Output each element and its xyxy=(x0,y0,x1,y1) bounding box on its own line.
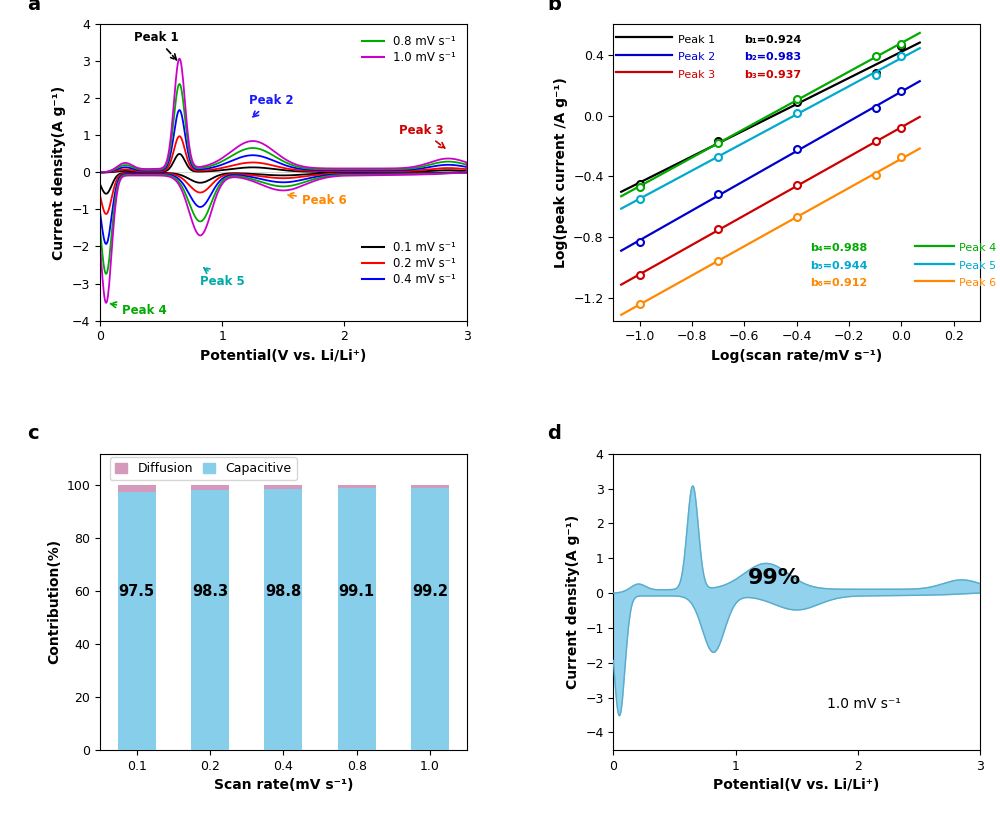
Text: 99.1: 99.1 xyxy=(339,584,375,599)
Text: Peak 4: Peak 4 xyxy=(959,244,996,253)
Y-axis label: Current density(A g⁻¹): Current density(A g⁻¹) xyxy=(566,514,580,689)
Text: Peak 2: Peak 2 xyxy=(678,52,722,62)
X-axis label: Potential(V vs. Li/Li⁺): Potential(V vs. Li/Li⁺) xyxy=(200,349,367,363)
Text: 98.8: 98.8 xyxy=(265,584,301,599)
Text: 98.3: 98.3 xyxy=(192,584,228,599)
Y-axis label: Contribution(%): Contribution(%) xyxy=(47,540,61,664)
Bar xyxy=(338,488,376,750)
Text: b₂=0.983: b₂=0.983 xyxy=(744,52,801,62)
Bar xyxy=(264,489,302,750)
X-axis label: Log(scan rate/mV s⁻¹): Log(scan rate/mV s⁻¹) xyxy=(711,349,882,363)
Text: Peak 5: Peak 5 xyxy=(200,268,245,289)
Polygon shape xyxy=(613,486,980,716)
Legend: 0.1 mV s⁻¹, 0.2 mV s⁻¹, 0.4 mV s⁻¹: 0.1 mV s⁻¹, 0.2 mV s⁻¹, 0.4 mV s⁻¹ xyxy=(358,236,461,291)
Legend: Diffusion, Capacitive: Diffusion, Capacitive xyxy=(110,457,297,480)
Text: Peak 6: Peak 6 xyxy=(288,193,346,207)
Text: c: c xyxy=(27,424,38,443)
Text: Peak 3: Peak 3 xyxy=(678,69,722,80)
Text: 99%: 99% xyxy=(748,568,801,588)
Text: d: d xyxy=(547,424,561,443)
Text: Peak 4: Peak 4 xyxy=(111,302,167,317)
X-axis label: Scan rate(mV s⁻¹): Scan rate(mV s⁻¹) xyxy=(214,778,353,792)
Text: Peak 1: Peak 1 xyxy=(678,34,722,45)
Bar xyxy=(118,492,156,750)
Text: Peak 1: Peak 1 xyxy=(134,31,179,59)
Bar xyxy=(191,490,229,750)
Bar xyxy=(411,487,449,750)
Text: b₁=0.924: b₁=0.924 xyxy=(744,34,802,45)
Text: 99.2: 99.2 xyxy=(412,584,448,599)
Y-axis label: Current density(A g⁻¹): Current density(A g⁻¹) xyxy=(52,86,66,260)
Text: b₅=0.944: b₅=0.944 xyxy=(810,261,867,271)
Text: b₃=0.937: b₃=0.937 xyxy=(744,69,801,80)
Text: b₆=0.912: b₆=0.912 xyxy=(810,278,867,289)
Text: 97.5: 97.5 xyxy=(119,584,155,599)
Bar xyxy=(191,486,229,750)
Text: Peak 2: Peak 2 xyxy=(249,94,294,117)
Text: Peak 6: Peak 6 xyxy=(959,278,996,289)
Text: Peak 3: Peak 3 xyxy=(399,124,445,148)
Text: b₄=0.988: b₄=0.988 xyxy=(810,244,867,253)
Y-axis label: Log(peak current /A g⁻¹): Log(peak current /A g⁻¹) xyxy=(554,77,568,268)
Text: b: b xyxy=(547,0,561,14)
Bar xyxy=(338,486,376,750)
Bar xyxy=(411,486,449,750)
Text: a: a xyxy=(27,0,40,14)
Bar xyxy=(118,486,156,750)
Text: 1.0 mV s⁻¹: 1.0 mV s⁻¹ xyxy=(827,697,901,711)
Bar xyxy=(264,486,302,750)
X-axis label: Potential(V vs. Li/Li⁺): Potential(V vs. Li/Li⁺) xyxy=(713,778,880,792)
Text: Peak 5: Peak 5 xyxy=(959,261,996,271)
